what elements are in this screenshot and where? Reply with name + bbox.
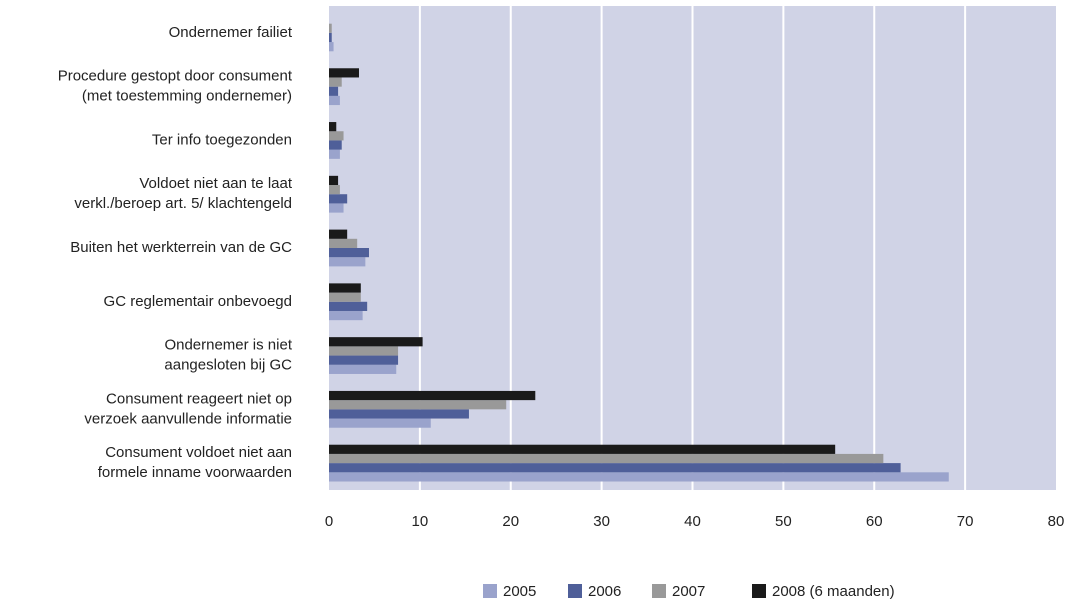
y-tick-label-line: verkl./beroep art. 5/ klachtengeld [74, 195, 292, 212]
bar [329, 77, 342, 87]
bar [329, 364, 397, 374]
bar [329, 301, 368, 311]
bar [329, 355, 399, 365]
y-tick-label-line: formele inname voorwaarden [98, 464, 292, 481]
bar [329, 42, 334, 52]
bar [329, 238, 358, 248]
legend-swatch [483, 584, 497, 598]
y-tick-label-line: aangesloten bij GC [164, 357, 292, 374]
y-tick-label: Consument voldoet niet aan formele inname… [98, 444, 292, 481]
bar [329, 453, 884, 464]
bar [329, 175, 339, 186]
bar [329, 203, 344, 213]
legend-label: 2005 [503, 583, 536, 600]
bar [329, 68, 359, 78]
bar [329, 409, 469, 419]
bar [329, 444, 836, 454]
y-tick-label-line: Voldoet niet aan te laat [139, 175, 292, 192]
x-tick-label: 80 [1048, 513, 1065, 530]
y-tick-label: Buiten het werkterrein van de GC [70, 239, 292, 256]
x-tick-label: 30 [593, 513, 610, 530]
y-tick-label-line: Procedure gestopt door consument [58, 68, 293, 85]
legend-swatch [652, 584, 666, 598]
y-tick-label-line: GC reglementair onbevoegd [104, 293, 292, 310]
y-tick-label-line: Consument voldoet niet aan [105, 444, 292, 461]
bar [329, 86, 339, 96]
y-tick-label-line: Ondernemer is niet [164, 337, 292, 354]
legend-label: 2008 (6 maanden) [772, 583, 895, 600]
y-tick-label-line: Consument reageert niet op [106, 390, 292, 407]
x-tick-label: 60 [866, 513, 883, 530]
x-tick-label: 40 [684, 513, 701, 530]
bar [329, 292, 361, 302]
bar [329, 257, 366, 267]
bar [329, 248, 369, 258]
y-tick-label: Ondernemer failiet [169, 24, 293, 41]
bar [329, 185, 340, 195]
bar [329, 346, 399, 356]
y-tick-label-line: (met toestemming ondernemer) [82, 88, 292, 105]
bar [329, 32, 332, 43]
bar [329, 400, 507, 410]
x-tick-label: 70 [957, 513, 974, 530]
bar [329, 131, 344, 141]
legend-label: 2007 [672, 583, 705, 600]
y-tick-label: Voldoet niet aan te laat verkl./beroep ar… [74, 175, 292, 212]
bar [329, 390, 536, 401]
bar [329, 229, 348, 239]
bar [329, 418, 431, 428]
bar [329, 95, 340, 106]
bar [329, 463, 901, 473]
bar [329, 337, 423, 347]
y-tick-label: Ter info toegezonden [152, 131, 292, 148]
legend-swatch [752, 584, 766, 598]
y-tick-label: Procedure gestopt door consument (met toe… [58, 68, 293, 105]
y-tick-label-line: Buiten het werkterrein van de GC [70, 239, 292, 256]
bar [329, 310, 363, 321]
bar [329, 140, 342, 150]
bar [329, 149, 340, 159]
y-tick-label: Ondernemer is niet aangesloten bij GC [164, 337, 292, 374]
y-tick-label-line: Ondernemer failiet [169, 24, 293, 41]
y-tick-label: GC reglementair onbevoegd [104, 293, 292, 310]
legend-swatch [568, 584, 582, 598]
y-tick-label-line: Ter info toegezonden [152, 131, 292, 148]
legend-label: 2006 [588, 583, 621, 600]
bar [329, 23, 332, 33]
bar [329, 122, 337, 132]
x-tick-label: 10 [412, 513, 429, 530]
bar [329, 194, 348, 204]
x-tick-label: 20 [502, 513, 519, 530]
bar [329, 283, 361, 293]
x-tick-label: 0 [325, 513, 333, 530]
bar [329, 472, 949, 482]
x-tick-label: 50 [775, 513, 792, 530]
y-tick-label: Consument reageert niet op verzoek aanvul… [84, 390, 292, 427]
y-tick-label-line: verzoek aanvullende informatie [84, 410, 292, 427]
